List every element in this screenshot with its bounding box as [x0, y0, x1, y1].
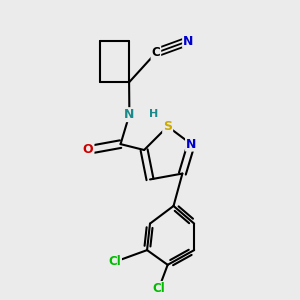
- Text: Cl: Cl: [152, 282, 165, 295]
- Text: O: O: [83, 143, 94, 157]
- Text: N: N: [186, 138, 196, 151]
- Text: S: S: [163, 120, 172, 133]
- Text: Cl: Cl: [108, 255, 121, 268]
- Text: H: H: [148, 109, 158, 119]
- Text: N: N: [183, 34, 194, 48]
- Text: N: N: [124, 108, 135, 121]
- Text: C: C: [152, 46, 160, 59]
